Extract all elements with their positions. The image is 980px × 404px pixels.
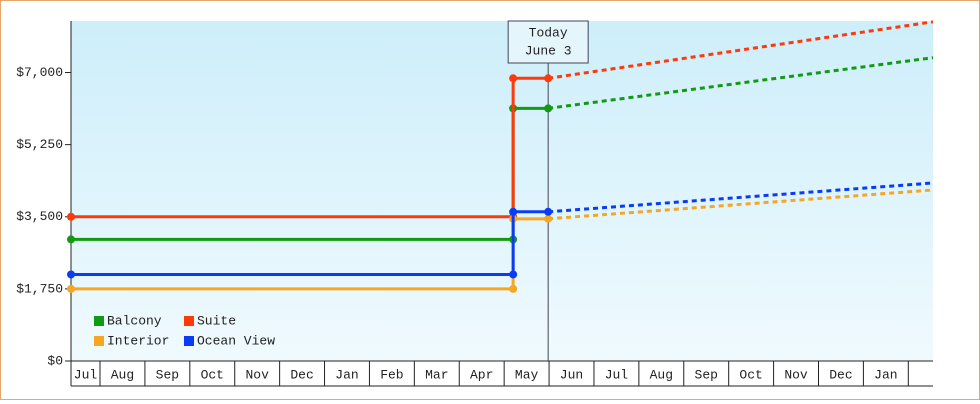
series-projection bbox=[547, 56, 934, 110]
plot-area bbox=[71, 21, 933, 361]
x-tick-label: Nov bbox=[245, 367, 269, 382]
series-point bbox=[67, 270, 75, 279]
series-point bbox=[67, 235, 75, 244]
x-tick-label: May bbox=[515, 367, 539, 382]
legend-swatch bbox=[94, 316, 104, 326]
x-tick-label: Jul bbox=[74, 367, 98, 382]
x-tick-label: Jan bbox=[874, 367, 897, 382]
x-tick-label: Aug bbox=[650, 367, 673, 382]
series-projection bbox=[548, 181, 934, 214]
legend-label: Suite bbox=[197, 313, 236, 328]
series-line bbox=[71, 76, 549, 219]
series-point bbox=[67, 212, 75, 221]
legend-swatch bbox=[184, 316, 194, 326]
today-box bbox=[507, 20, 589, 64]
legend-swatch bbox=[94, 336, 104, 346]
x-tick-label: Apr bbox=[470, 367, 493, 382]
x-tick-label: Aug bbox=[111, 367, 134, 382]
x-tick-label: Dec bbox=[290, 367, 313, 382]
x-tick-label: Sep bbox=[695, 367, 718, 382]
legend-label: Ocean View bbox=[197, 333, 275, 348]
x-tick-label: Jul bbox=[605, 367, 629, 382]
y-tick-label: $0 bbox=[47, 353, 63, 368]
legend-label: Balcony bbox=[107, 313, 162, 328]
series-projection bbox=[548, 188, 934, 221]
legend-swatch bbox=[184, 336, 194, 346]
y-tick-label: $5,250 bbox=[16, 137, 63, 152]
x-tick-label: Sep bbox=[156, 367, 179, 382]
y-tick-label: $7,000 bbox=[16, 65, 63, 80]
x-tick-label: Mar bbox=[425, 367, 448, 382]
x-tick-label: Nov bbox=[784, 367, 808, 382]
series-point bbox=[509, 270, 518, 279]
series-point bbox=[509, 207, 518, 216]
today-label: June 3 bbox=[525, 43, 572, 58]
y-tick-label: $1,750 bbox=[16, 281, 63, 296]
legend-label: Interior bbox=[107, 333, 169, 348]
x-tick-label: Jun bbox=[560, 367, 583, 382]
x-tick-label: Feb bbox=[380, 367, 403, 382]
x-tick-label: Jan bbox=[335, 367, 358, 382]
x-tick-label: Oct bbox=[201, 367, 224, 382]
series-point bbox=[544, 214, 553, 223]
today-label: Today bbox=[529, 25, 568, 40]
series-projection bbox=[547, 20, 934, 80]
x-tick-label: Oct bbox=[739, 367, 762, 382]
x-tick-label: Dec bbox=[829, 367, 852, 382]
series-point bbox=[544, 104, 553, 113]
series-point bbox=[544, 207, 553, 216]
series-point bbox=[67, 284, 75, 293]
series-line bbox=[71, 210, 549, 276]
series-point bbox=[544, 74, 553, 83]
series-point bbox=[509, 284, 518, 293]
y-tick-label: $3,500 bbox=[16, 209, 63, 224]
series-point bbox=[509, 74, 518, 83]
